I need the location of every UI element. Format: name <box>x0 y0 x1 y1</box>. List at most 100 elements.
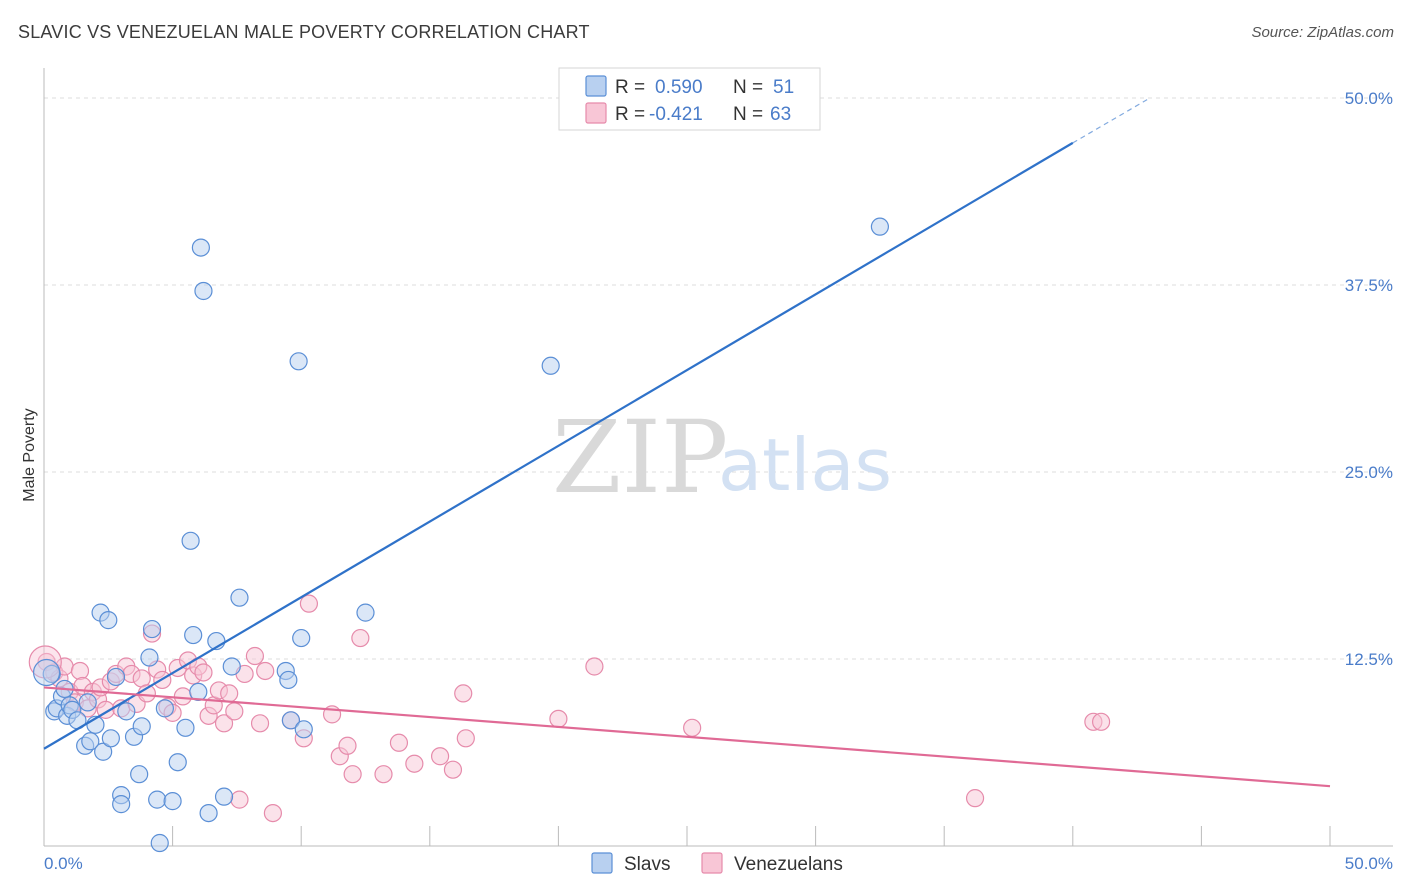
venezuelans-point-51 <box>351 628 370 648</box>
slavs-point-36 <box>199 803 218 823</box>
slavs-r-label: R = <box>615 77 645 98</box>
slavs-point-10 <box>78 693 97 712</box>
slavs-point-48 <box>541 356 560 375</box>
slavs-point-44 <box>289 352 308 371</box>
x-tick-labels: 0.0% 50.0% <box>44 854 1393 873</box>
slavs-point-46 <box>294 720 313 739</box>
venezuelans-point-46 <box>299 594 319 613</box>
gridlines <box>44 97 1393 660</box>
trend-lines <box>43 97 1331 788</box>
slavs-point-24 <box>140 648 159 667</box>
slavs-point-30 <box>176 718 195 737</box>
y-tick-label-2: 37.5% <box>1345 276 1393 295</box>
venezuelans-point-50 <box>343 765 362 784</box>
venezuelans-point-57 <box>456 729 475 748</box>
slavs-trend-line-extension <box>1072 97 1151 144</box>
slavs-point-15 <box>99 611 118 630</box>
slavs-point-22 <box>130 765 149 784</box>
venezuelans-point-31 <box>194 663 213 682</box>
venezuelans-n-label: N = <box>733 104 763 125</box>
venezuelans-stats-swatch <box>585 102 607 124</box>
slavs-point-47 <box>356 603 375 622</box>
slavs-point-35 <box>194 281 213 301</box>
venezuelans-point-38 <box>230 790 249 809</box>
series-legend: Slavs Venezuelans <box>591 852 843 875</box>
slavs-n-value: 51 <box>773 77 794 98</box>
legend-slavs-label: Slavs <box>624 854 670 875</box>
venezuelans-point-54 <box>405 754 424 773</box>
watermark-atlas: atlas <box>718 423 892 507</box>
slavs-point-34 <box>191 238 210 257</box>
venezuelans-point-53 <box>389 733 409 752</box>
venezuelans-r-value: -0.421 <box>649 104 703 125</box>
slavs-point-20 <box>117 702 136 721</box>
slavs-point-39 <box>222 657 241 676</box>
venezuelans-point-37 <box>225 702 244 721</box>
venezuelans-point-27 <box>173 687 192 706</box>
venezuelans-point-58 <box>454 684 473 703</box>
venezuelans-point-62 <box>965 789 985 808</box>
legend-venezuelans-label: Venezuelans <box>734 854 843 875</box>
venezuelans-point-35 <box>214 714 234 733</box>
slavs-r-value: 0.590 <box>655 77 703 98</box>
venezuelans-point-64 <box>1091 712 1111 731</box>
venezuelans-point-6 <box>70 661 90 681</box>
slavs-point-11 <box>81 732 100 751</box>
venezuelans-point-61 <box>683 718 702 737</box>
venezuelans-point-43 <box>263 803 283 823</box>
slavs-point-23 <box>132 717 151 736</box>
y-tick-label-1: 25.0% <box>1345 463 1393 482</box>
slavs-n-label: N = <box>733 77 763 98</box>
slavs-point-43 <box>281 711 301 730</box>
chart-title: SLAVIC VS VENEZUELAN MALE POVERTY CORREL… <box>18 22 590 42</box>
venezuelans-trend-line <box>43 686 1331 788</box>
x-tick-left: 0.0% <box>44 854 83 873</box>
venezuelans-point-52 <box>374 765 393 784</box>
slavs-trend-line <box>43 141 1074 750</box>
slavs-stats-swatch <box>585 75 607 97</box>
slavs-point-0 <box>42 664 61 684</box>
source-label: Source: ZipAtlas.com <box>1251 24 1394 41</box>
slavs-point-28 <box>163 792 182 811</box>
slavs-point-27 <box>155 699 174 718</box>
slavs-point-26 <box>148 790 167 809</box>
slavs-point-49 <box>870 217 890 236</box>
slavs-point-14 <box>94 742 113 761</box>
slavs-point-38 <box>214 787 234 806</box>
slavs-point-40 <box>230 588 249 607</box>
slavs-point-16 <box>101 729 120 748</box>
slavs-point-17 <box>106 667 126 687</box>
slavs-point-29 <box>168 753 187 772</box>
venezuelans-point-49 <box>338 736 357 755</box>
watermark-zip: ZIP <box>552 399 728 516</box>
venezuelans-point-36 <box>220 684 239 703</box>
y-tick-label-3: 50.0% <box>1345 89 1393 108</box>
legend-venezuelans-swatch <box>701 852 723 874</box>
y-axis-label: Male Poverty <box>21 408 38 501</box>
slavs-point-25 <box>142 619 162 639</box>
axes <box>43 68 1393 847</box>
stats-legend: R = 0.590 N = 51 R = -0.421 N = 63 <box>558 67 821 131</box>
slavs-point-50 <box>150 833 169 853</box>
y-tick-label-0: 12.5% <box>1345 650 1393 669</box>
y-tick-labels: 12.5% 25.0% 37.5% 50.0% <box>1345 89 1393 669</box>
venezuelans-point-59 <box>549 709 568 728</box>
venezuelans-point-56 <box>443 760 463 779</box>
x-tick-right: 50.0% <box>1345 854 1393 873</box>
slavs-point-19 <box>112 795 131 814</box>
venezuelans-point-42 <box>256 661 275 681</box>
venezuelans-n-value: 63 <box>770 104 791 125</box>
venezuelans-point-40 <box>245 646 265 666</box>
slavs-point-42 <box>279 670 298 690</box>
slavs-point-31 <box>181 531 200 550</box>
slavs-point-large <box>32 658 61 687</box>
slavs-points <box>32 217 890 853</box>
venezuelans-point-55 <box>430 747 450 766</box>
slavs-point-45 <box>292 628 311 648</box>
venezuelans-r-label: R = <box>615 104 645 125</box>
slavs-point-32 <box>184 625 203 645</box>
slavs-point-33 <box>189 682 208 702</box>
legend-slavs-swatch <box>591 852 613 874</box>
venezuelans-point-41 <box>250 714 270 733</box>
